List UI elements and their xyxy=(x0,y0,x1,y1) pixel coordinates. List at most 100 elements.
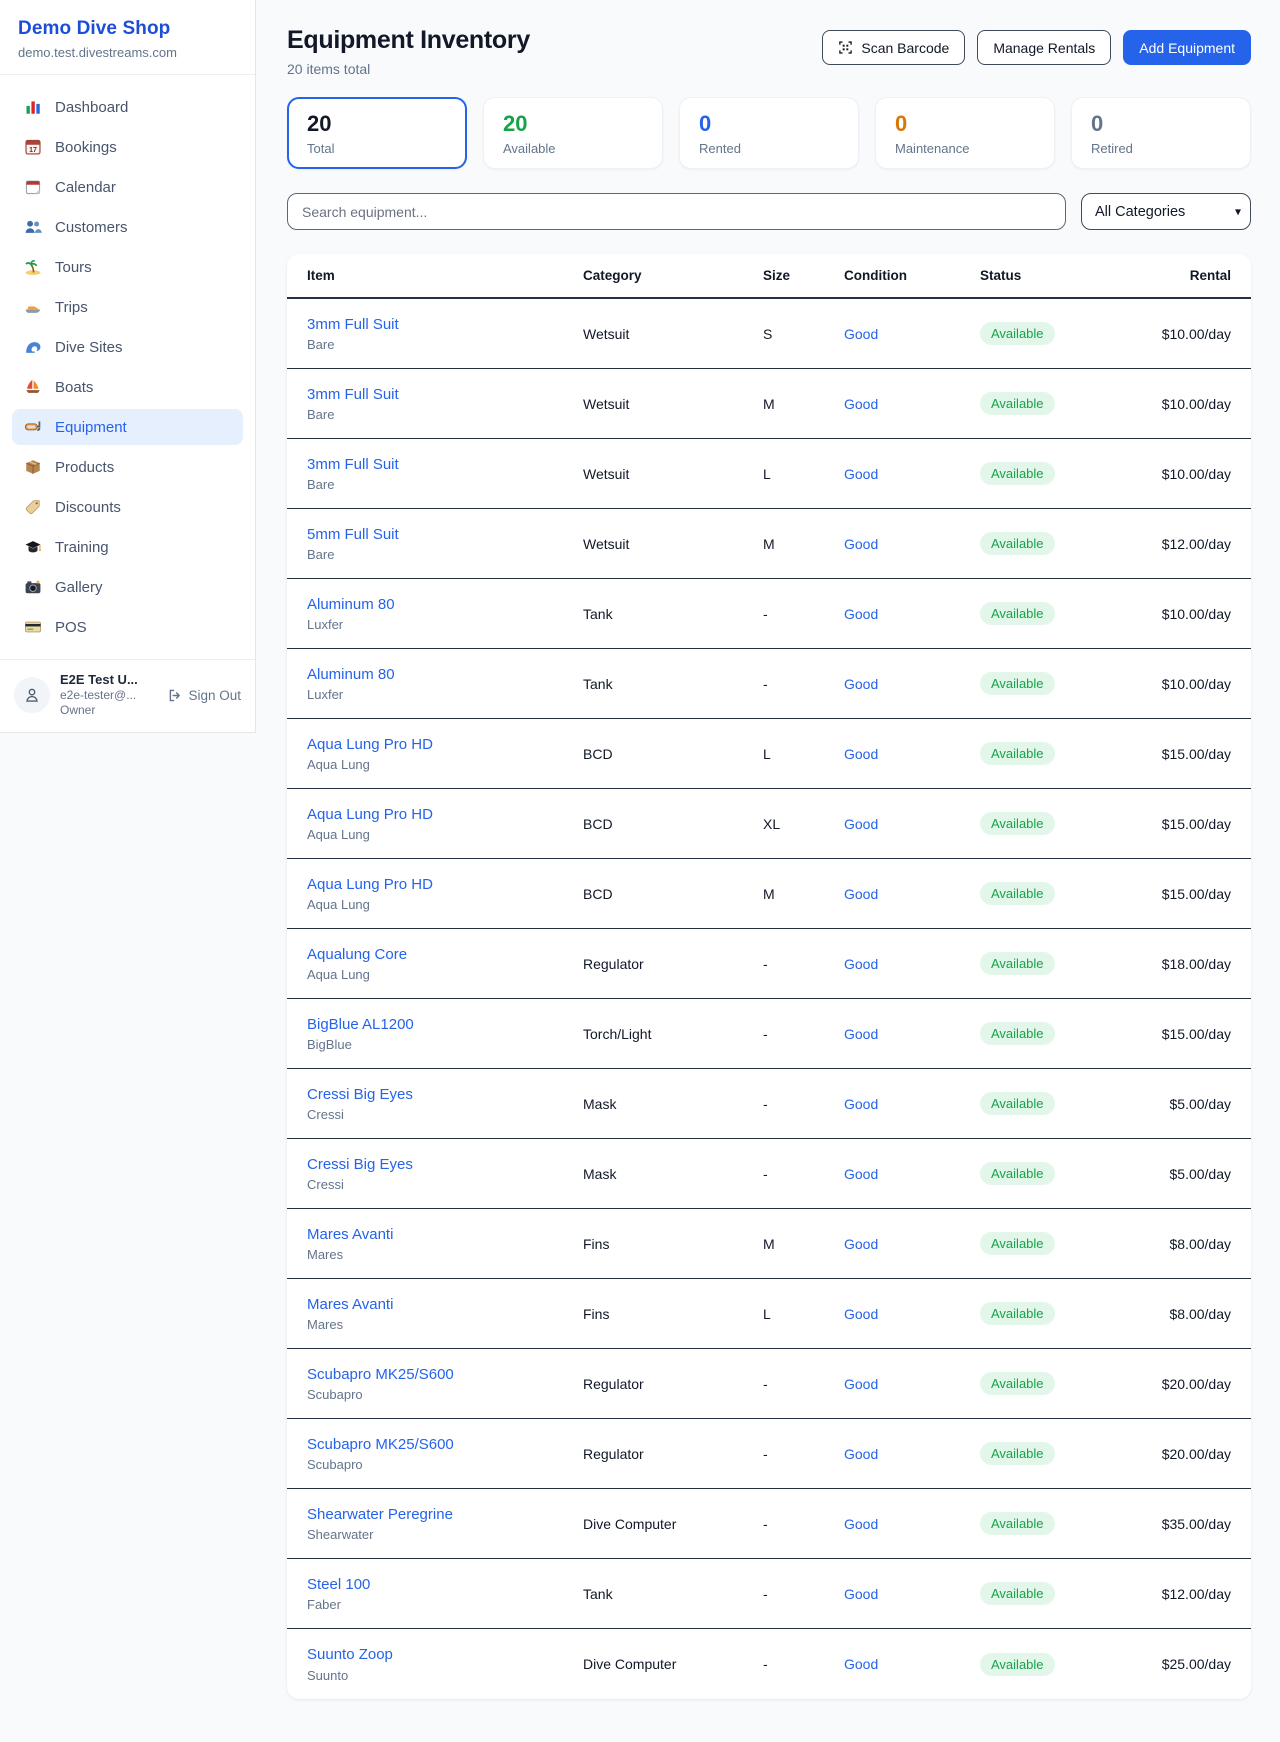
item-brand: Bare xyxy=(307,477,335,493)
item-condition-link[interactable]: Good xyxy=(844,605,879,622)
scan-barcode-button[interactable]: Scan Barcode xyxy=(822,30,966,65)
item-condition-link[interactable]: Good xyxy=(844,1095,879,1112)
item-rental-rate: $5.00/day xyxy=(1169,1165,1232,1182)
table-row: 3mm Full Suit Bare Wetsuit M Good Availa… xyxy=(287,369,1251,439)
item-name-link[interactable]: Cressi Big Eyes xyxy=(307,1085,413,1103)
item-condition-link[interactable]: Good xyxy=(844,1235,879,1252)
item-condition-link[interactable]: Good xyxy=(844,1375,879,1392)
item-name-link[interactable]: BigBlue AL1200 xyxy=(307,1015,414,1033)
item-size: M xyxy=(763,535,775,552)
item-category: Tank xyxy=(583,605,613,622)
stat-card-available[interactable]: 20 Available xyxy=(483,97,663,169)
sidebar-item-label: Dashboard xyxy=(55,98,129,116)
item-condition-link[interactable]: Good xyxy=(844,885,879,902)
item-category: Torch/Light xyxy=(583,1025,652,1042)
item-condition-link[interactable]: Good xyxy=(844,745,879,762)
item-condition-link[interactable]: Good xyxy=(844,395,879,412)
item-name-link[interactable]: Shearwater Peregrine xyxy=(307,1505,453,1523)
item-condition-link[interactable]: Good xyxy=(844,1025,879,1042)
sidebar-item-calendar[interactable]: Calendar xyxy=(12,169,243,205)
item-name-link[interactable]: 3mm Full Suit xyxy=(307,455,399,473)
item-name-link[interactable]: Aqua Lung Pro HD xyxy=(307,805,433,823)
item-condition-link[interactable]: Good xyxy=(844,1656,879,1672)
sidebar-item-label: POS xyxy=(55,618,87,636)
table-row: Cressi Big Eyes Cressi Mask - Good Avail… xyxy=(287,1069,1251,1139)
add-equipment-button[interactable]: Add Equipment xyxy=(1123,30,1251,65)
sidebar-item-dashboard[interactable]: Dashboard xyxy=(12,89,243,125)
status-badge: Available xyxy=(980,532,1055,555)
stat-card-total[interactable]: 20 Total xyxy=(287,97,467,169)
item-brand: Mares xyxy=(307,1247,344,1263)
sidebar-item-pos[interactable]: POS xyxy=(12,609,243,645)
item-condition-link[interactable]: Good xyxy=(844,535,879,552)
item-name-link[interactable]: Aqualung Core xyxy=(307,945,408,963)
item-name-link[interactable]: 3mm Full Suit xyxy=(307,315,399,333)
item-name-link[interactable]: Steel 100 xyxy=(307,1575,371,1593)
item-condition-link[interactable]: Good xyxy=(844,1445,879,1462)
item-condition-link[interactable]: Good xyxy=(844,1585,879,1602)
item-condition-link[interactable]: Good xyxy=(844,1305,879,1322)
item-condition-link[interactable]: Good xyxy=(844,465,879,482)
item-category: Dive Computer xyxy=(583,1515,677,1532)
col-status: Status xyxy=(980,268,1022,283)
item-brand: Scubapro xyxy=(307,1457,363,1473)
item-name-link[interactable]: Mares Avanti xyxy=(307,1225,394,1243)
status-badge: Available xyxy=(980,812,1055,835)
dive-mask-icon xyxy=(24,418,42,436)
item-category: Fins xyxy=(583,1235,610,1252)
item-condition-link[interactable]: Good xyxy=(844,1165,879,1182)
item-condition-link[interactable]: Good xyxy=(844,955,879,972)
sidebar-item-equipment[interactable]: Equipment xyxy=(12,409,243,445)
stat-label: Available xyxy=(503,141,556,156)
item-condition-link[interactable]: Good xyxy=(844,325,879,342)
category-select[interactable]: All Categories xyxy=(1081,193,1251,230)
sidebar-item-products[interactable]: Products xyxy=(12,449,243,485)
user-name: E2E Test U... xyxy=(60,672,138,687)
search-input[interactable] xyxy=(287,193,1066,230)
sidebar-item-trips[interactable]: Trips xyxy=(12,289,243,325)
item-name-link[interactable]: 3mm Full Suit xyxy=(307,385,399,403)
item-name-link[interactable]: Scubapro MK25/S600 xyxy=(307,1435,454,1453)
manage-rentals-label: Manage Rentals xyxy=(993,39,1096,56)
island-icon xyxy=(24,258,42,276)
item-name-link[interactable]: Aluminum 80 xyxy=(307,595,395,613)
item-size: - xyxy=(763,1585,768,1602)
stat-card-rented[interactable]: 0 Rented xyxy=(679,97,859,169)
manage-rentals-button[interactable]: Manage Rentals xyxy=(977,30,1112,65)
item-name-link[interactable]: Suunto Zoop xyxy=(307,1646,393,1664)
item-brand: BigBlue xyxy=(307,1037,352,1053)
sidebar-item-gallery[interactable]: Gallery xyxy=(12,569,243,605)
sidebar-item-boats[interactable]: Boats xyxy=(12,369,243,405)
sidebar-item-bookings[interactable]: 17 Bookings xyxy=(12,129,243,165)
table-row: Scubapro MK25/S600 Scubapro Regulator - … xyxy=(287,1419,1251,1489)
item-name-link[interactable]: Aqua Lung Pro HD xyxy=(307,875,433,893)
item-name-link[interactable]: Aluminum 80 xyxy=(307,665,395,683)
sidebar-item-training[interactable]: Training xyxy=(12,529,243,565)
sidebar-item-dive-sites[interactable]: Dive Sites xyxy=(12,329,243,365)
item-condition-link[interactable]: Good xyxy=(844,1515,879,1532)
item-size: - xyxy=(763,1375,768,1392)
item-name-link[interactable]: Cressi Big Eyes xyxy=(307,1155,413,1173)
sidebar-item-discounts[interactable]: Discounts xyxy=(12,489,243,525)
status-badge: Available xyxy=(980,1092,1055,1115)
stat-label: Total xyxy=(307,141,335,156)
item-brand: Mares xyxy=(307,1317,344,1333)
equipment-table: Item Category Size Condition Status Rent… xyxy=(287,254,1251,1699)
item-brand: Aqua Lung xyxy=(307,757,370,773)
sidebar-item-tours[interactable]: Tours xyxy=(12,249,243,285)
item-name-link[interactable]: 5mm Full Suit xyxy=(307,525,399,543)
item-rental-rate: $8.00/day xyxy=(1169,1305,1232,1322)
sidebar-item-label: Customers xyxy=(55,218,128,236)
sidebar-item-customers[interactable]: Customers xyxy=(12,209,243,245)
sign-out-button[interactable]: Sign Out xyxy=(167,688,241,703)
item-size: L xyxy=(763,465,771,482)
item-name-link[interactable]: Scubapro MK25/S600 xyxy=(307,1365,454,1383)
item-rental-rate: $10.00/day xyxy=(1161,675,1231,692)
item-condition-link[interactable]: Good xyxy=(844,675,879,692)
stat-card-maintenance[interactable]: 0 Maintenance xyxy=(875,97,1055,169)
item-name-link[interactable]: Aqua Lung Pro HD xyxy=(307,735,433,753)
item-name-link[interactable]: Mares Avanti xyxy=(307,1295,394,1313)
item-condition-link[interactable]: Good xyxy=(844,815,879,832)
item-rental-rate: $10.00/day xyxy=(1161,605,1231,622)
stat-card-retired[interactable]: 0 Retired xyxy=(1071,97,1251,169)
